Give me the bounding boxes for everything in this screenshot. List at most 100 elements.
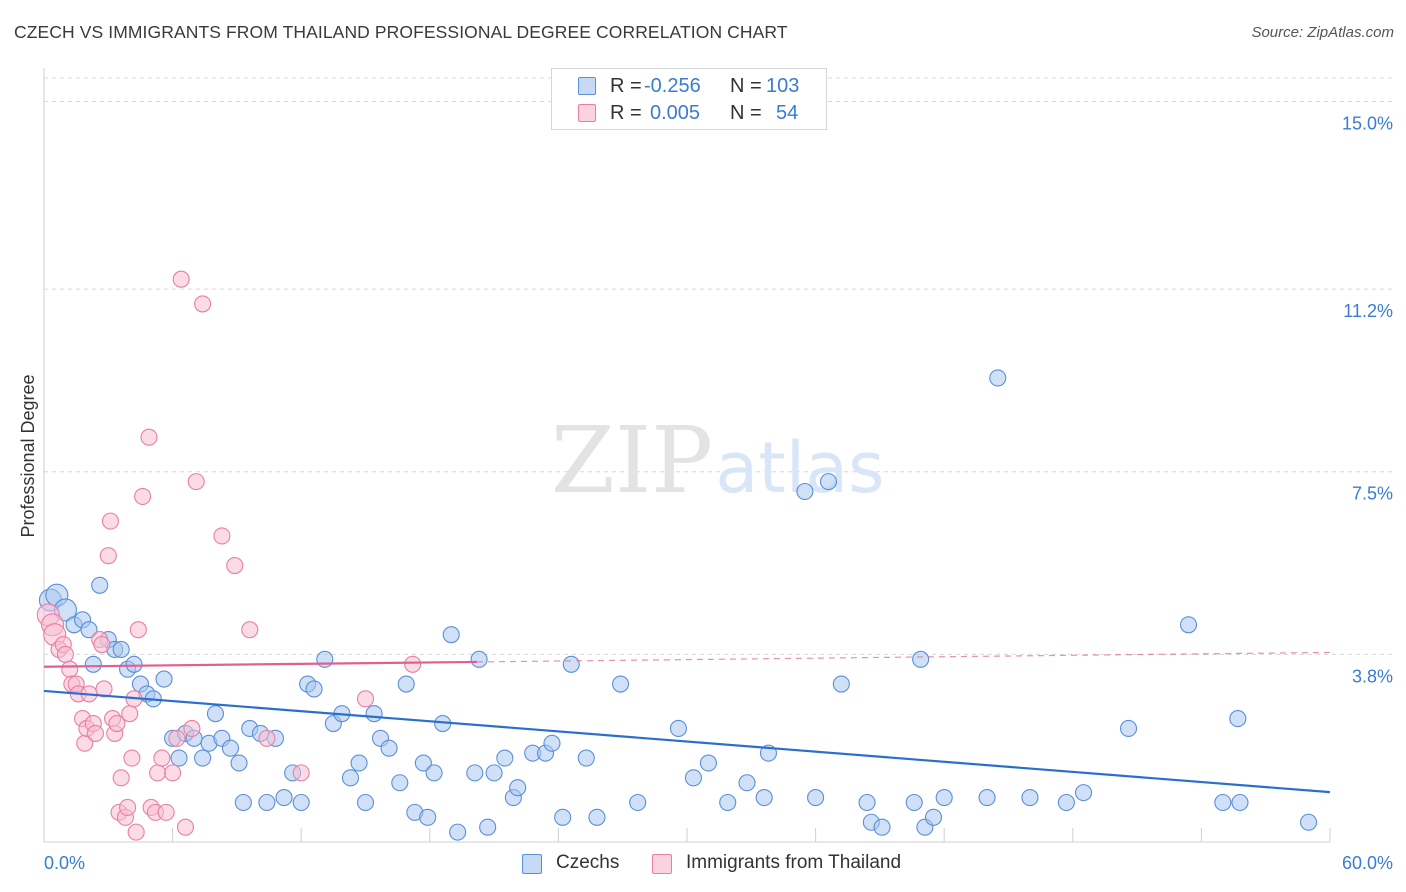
- czechs-point: [485, 764, 503, 782]
- thailand-point: [134, 487, 152, 505]
- czechs-point: [419, 808, 437, 826]
- czechs-point: [496, 749, 514, 767]
- czechs-point: [391, 774, 409, 792]
- thailand-point: [176, 818, 195, 836]
- grid-lines: [44, 77, 1392, 655]
- czechs-point: [588, 808, 606, 826]
- czechs-point: [807, 789, 825, 807]
- czechs-point: [873, 818, 891, 836]
- czechs-point: [832, 675, 850, 693]
- czechs-point: [629, 793, 647, 812]
- chart-title: CZECH VS IMMIGRANTS FROM THAILAND PROFES…: [14, 22, 788, 42]
- czechs-point: [858, 793, 876, 812]
- legend-label: Immigrants from Thailand: [686, 852, 902, 873]
- trend-lines: [43, 651, 1331, 794]
- thailand-point: [172, 270, 190, 288]
- czechs-point: [356, 793, 375, 812]
- n-value: 103: [766, 75, 800, 97]
- thailand-point: [149, 764, 167, 782]
- y-tick-label: 11.2%: [1343, 301, 1393, 321]
- r-value: 0.005: [650, 102, 701, 124]
- czechs-point: [978, 789, 996, 807]
- czechs-point: [305, 680, 323, 698]
- czechs-point: [1119, 719, 1138, 738]
- thailand-point: [101, 512, 119, 530]
- czechs-point: [466, 764, 484, 782]
- czechs-point: [924, 808, 943, 826]
- czechs-trend-line: [43, 689, 1331, 794]
- czechs-point: [470, 650, 488, 668]
- czechs-point: [1021, 789, 1039, 807]
- czechs-point: [819, 473, 838, 491]
- czechs-point: [80, 621, 98, 639]
- czechs-point: [1074, 784, 1093, 802]
- axes: [43, 68, 1331, 843]
- thailand-point: [61, 660, 79, 678]
- n-label: N =: [730, 102, 762, 124]
- thailand-point: [213, 527, 231, 545]
- y-axis-label: Professional Degree: [18, 374, 38, 537]
- y-tick-label: 7.5%: [1352, 484, 1393, 504]
- czechs-point: [112, 640, 130, 659]
- czechs-point: [425, 764, 443, 782]
- czechs-point: [125, 655, 143, 673]
- legend-label: Czechs: [556, 852, 620, 873]
- thailand-point: [187, 473, 205, 491]
- watermark: ZIP atlas: [551, 407, 885, 514]
- thailand-point: [226, 556, 244, 575]
- thailand-point: [129, 621, 147, 639]
- thailand-point: [258, 729, 276, 747]
- thailand-point: [183, 719, 201, 738]
- czechs-point: [562, 655, 580, 673]
- thailand-point: [153, 749, 171, 767]
- thailand-point: [164, 764, 182, 782]
- czechs-point: [449, 823, 467, 841]
- czechs-point: [91, 576, 109, 594]
- n-label: N =: [730, 75, 762, 97]
- y-tick-label: 3.8%: [1352, 666, 1393, 686]
- czechs-point: [543, 734, 561, 752]
- series-thailand: [36, 270, 422, 841]
- czechs-point: [1214, 793, 1232, 812]
- czechs-point: [554, 808, 572, 826]
- czechs-point: [699, 754, 717, 772]
- tick-labels: 3.8% 7.5% 11.2% 15.0% 0.0% 60.0%: [44, 113, 1393, 873]
- thailand-point: [99, 547, 117, 565]
- czechs-point: [479, 818, 497, 836]
- czechs-point: [414, 754, 432, 772]
- czechs-point: [221, 739, 240, 757]
- r-value: -0.256: [644, 75, 701, 97]
- czechs-point: [258, 793, 276, 812]
- czechs-point: [341, 769, 360, 787]
- thailand-point: [121, 705, 139, 723]
- czechs-point: [234, 793, 252, 812]
- czechs-point: [1231, 793, 1249, 812]
- czechs-point: [350, 754, 368, 772]
- czechs-point: [684, 769, 702, 787]
- thailand-point: [194, 295, 212, 313]
- czechs-point: [365, 705, 383, 723]
- czechs-point: [509, 779, 527, 797]
- czechs-point: [738, 774, 756, 792]
- watermark-zip: ZIP: [551, 407, 713, 514]
- czechs-point: [1179, 616, 1198, 634]
- source-label: Source: ZipAtlas.com: [1251, 24, 1394, 41]
- thailand-point: [140, 428, 158, 446]
- thailand-point: [119, 798, 137, 816]
- czechs-point: [719, 793, 737, 812]
- thailand-point: [123, 749, 141, 767]
- czechs-legend-swatch: [522, 854, 542, 874]
- x-tick-label: 0.0%: [44, 853, 85, 873]
- czechs-point: [155, 670, 173, 688]
- czechs-point: [1057, 793, 1075, 812]
- thailand-legend-swatch: [652, 854, 672, 874]
- thailand-point: [292, 764, 310, 782]
- thailand-point: [404, 655, 422, 673]
- y-tick-label: 15.0%: [1342, 113, 1393, 133]
- czechs-point: [669, 719, 687, 738]
- czechs-point: [755, 789, 773, 807]
- thailand-point: [127, 823, 145, 841]
- thailand-trend-extension: [476, 651, 1331, 663]
- czechs-point: [905, 793, 923, 812]
